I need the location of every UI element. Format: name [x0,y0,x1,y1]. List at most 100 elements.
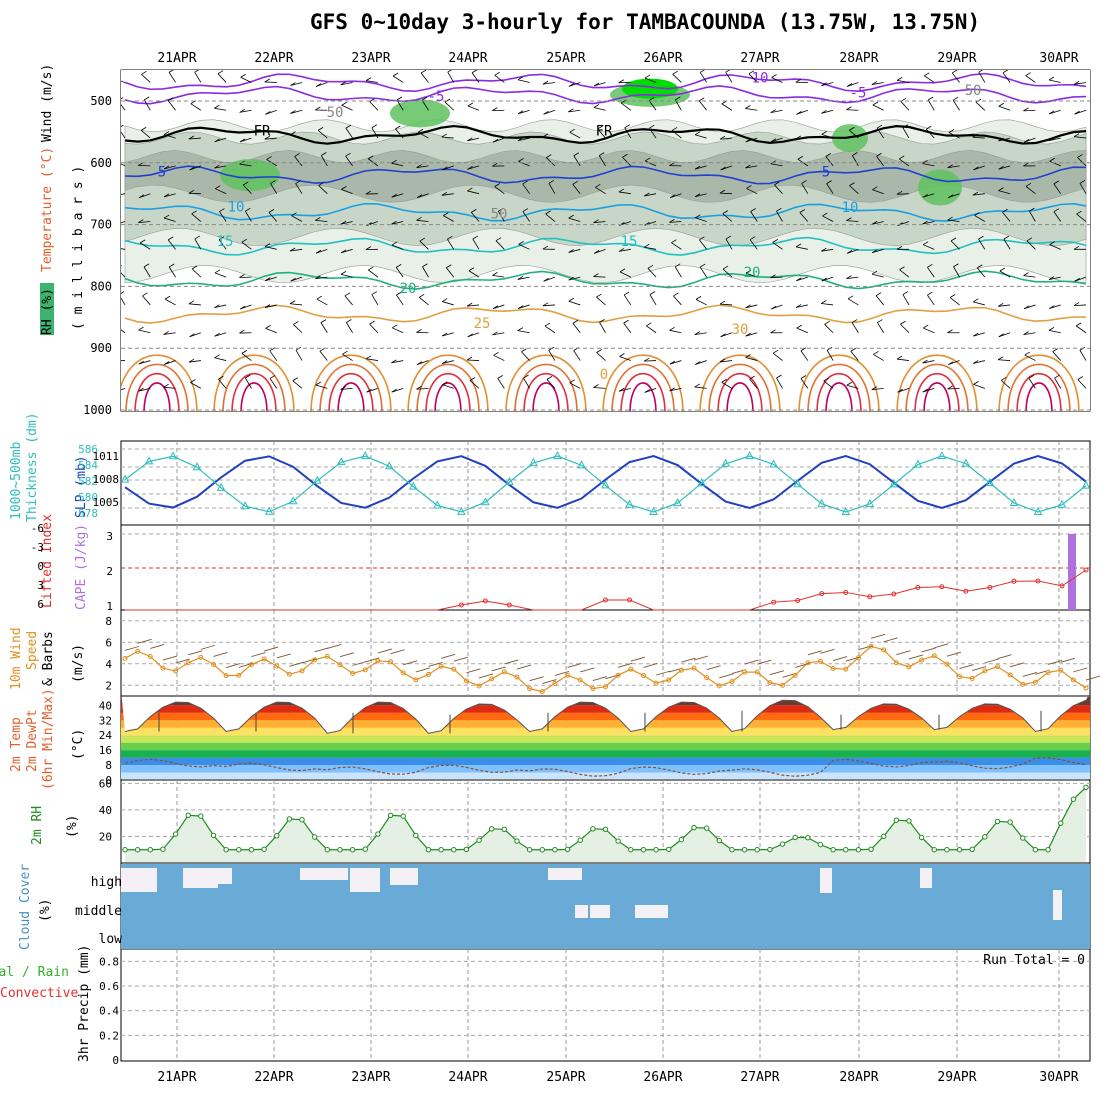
wind10-barb [947,652,961,656]
rh2m-ylabel: 2m RH [30,806,45,845]
date-label-bottom: 30APR [1039,1070,1078,1085]
li-tick: 0 [37,560,44,573]
precip-run-total: Run Total = 0 [983,953,1085,968]
rh2m-point [1021,836,1025,840]
wind10-barb [1023,672,1037,676]
cloud-gap [635,905,668,918]
rh2m-point [704,826,708,830]
wind10-barb [530,677,544,681]
rh2m-point [312,835,316,839]
precip-panel [121,961,1090,1035]
wind10-barb [719,674,733,678]
rh2m-point [679,837,683,841]
rh2m-point [414,833,418,837]
upper-ylabel-temp: Temperature (°C) [40,147,55,272]
wind10-barb [593,677,607,681]
wind10-barb [163,656,177,660]
rh2m-point [300,817,304,821]
rh2m-point [616,839,620,843]
chart-title: GFS 0~10day 3-hourly for TAMBACOUNDA (13… [310,10,980,34]
rh2m-point [275,834,279,838]
cloud-unit: (%) [38,899,53,922]
rh2m-point [515,839,519,843]
cloud-level-middle: middle [75,904,122,919]
wind10-barb [871,634,885,638]
rh2m-point [831,848,835,852]
rh2m-point [970,847,974,851]
temp2m-tick: 40 [99,699,112,712]
rh2m-point [641,848,645,852]
wind10-barb [150,644,164,648]
wind10-barb [884,638,898,642]
wind10-barb [466,669,480,673]
stability-axis-labels: Lifted Index CAPE (J/kg) [40,514,89,610]
wind10-barb [251,653,265,657]
temp2m-ylabel1: 2m Temp [9,717,24,772]
date-label-bottom: 21APR [157,1070,196,1085]
contour-label: 10 [228,200,245,216]
wind10-tick: 2 [105,679,112,692]
wind10-barb [820,649,834,653]
cloud-gap [218,868,232,884]
precip-ylabel3: 3hr Precip (mm) [77,945,92,1062]
rh2m-point [995,819,999,823]
wind10-barb [517,665,531,669]
thickness-point [362,452,369,459]
wind-barb [846,110,858,111]
wind10-barb [1086,676,1100,680]
wind10-barb [454,657,468,661]
date-label-top: 24APR [448,51,487,66]
rh2m-area [125,787,1086,862]
contour-label: 10 [842,200,859,216]
cloud-axis-labels: Cloud Cover (%) high middle low [18,864,122,950]
upper-axis-labels: RH (%) Temperature (°C) Wind (m/s) ( m i… [40,64,86,335]
rh2m-point [856,848,860,852]
wind10-barb [757,660,771,664]
precip-ylabel2: Convective [0,986,78,1001]
contour-label: 50 [965,83,982,99]
li-tick: 6 [37,598,44,611]
rh2m-point [1033,848,1037,852]
thickness-point [938,452,945,459]
temp2m-tick: 24 [99,729,113,742]
rh2m-tick: 40 [99,804,112,817]
cape-tick: 2 [106,565,113,578]
wind10-barb [934,644,948,648]
cloud-ylabel: Cloud Cover [18,864,33,950]
wind-barb-flag [114,222,119,225]
rh2m-point [603,827,607,831]
rh2m-point [945,848,949,852]
wind10-barb [960,665,974,669]
pressure-tick: 700 [90,218,112,232]
cloud-gap [1053,890,1062,920]
rh2m-point [186,813,190,817]
wind10-barb [264,647,278,651]
rh2m-point [376,832,380,836]
rh2m-point [148,848,152,852]
rh2m-point [565,847,569,851]
cloud-gap [920,868,932,888]
slp-tick: 1005 [93,496,120,509]
date-label-bottom: 29APR [937,1070,976,1085]
precip-tick: 0.2 [99,1029,119,1042]
rh2m-point [818,842,822,846]
precip-yticks: 0.80.60.40.20 [99,955,119,1067]
temp2m-tick: 8 [105,759,112,772]
slp-tick: 1011 [93,450,120,463]
rh2m-point [224,848,228,852]
wind10-tick: 4 [105,658,112,671]
cloud-gap [548,868,582,880]
wind10-frame [121,610,1090,696]
wind-barb [594,277,606,278]
rh2m-point [363,847,367,851]
pressure-tick: 900 [90,341,112,355]
temp2m-tick: 32 [99,714,112,727]
rh2m-point [591,827,595,831]
contour-label: 30 [732,322,749,338]
upper-ylabel-pressure: ( m i l l i b a r s ) [71,166,86,330]
precip-frame [121,949,1090,1061]
